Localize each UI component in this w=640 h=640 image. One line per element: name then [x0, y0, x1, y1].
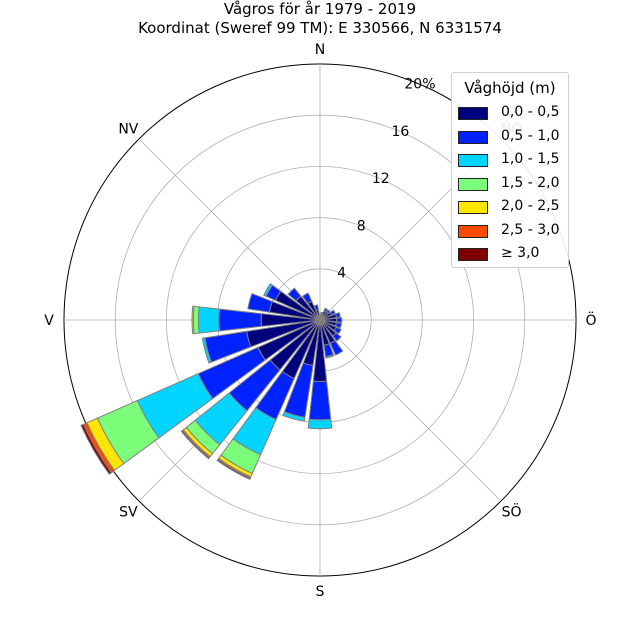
rose-bar-segment: [333, 326, 342, 335]
rose-bar-segment: [329, 339, 344, 356]
direction-label: S: [316, 584, 325, 600]
direction-label: SV: [119, 505, 138, 521]
radial-tick-label: 8: [357, 218, 366, 234]
rose-bar-segment: [197, 306, 221, 334]
rose-bar-segment: [263, 283, 274, 297]
legend-swatch: [458, 248, 488, 261]
rose-bar-segment: [247, 292, 273, 313]
rose-bar-segment: [287, 287, 302, 302]
direction-label: N: [315, 42, 325, 58]
rose-bar-segment: [308, 380, 332, 421]
legend-swatch: [458, 201, 488, 214]
legend-swatch: [458, 224, 488, 238]
radial-tick-label: 12: [372, 171, 390, 187]
rose-bar-segment: [218, 308, 263, 332]
rose-bar-segment: [334, 321, 343, 329]
rose-bar-segment: [282, 411, 306, 422]
legend-label: 2,5 - 3,0: [501, 221, 560, 238]
rose-bar-segment: [325, 353, 335, 359]
rose-bar-segment: [80, 423, 113, 475]
rose-bar-segment: [323, 307, 329, 313]
rose-bar-segment: [301, 292, 313, 305]
direction-label: SÖ: [502, 503, 522, 521]
rose-bar-segment: [332, 332, 342, 342]
rose-bar-segment: [216, 458, 251, 480]
legend-label: 1,5 - 2,0: [501, 174, 560, 191]
radial-tick-label: 16: [391, 124, 409, 140]
rose-bar-segment: [191, 305, 195, 335]
rose-bar-segment: [313, 304, 320, 312]
direction-label: Ö: [585, 311, 596, 329]
legend-label: 0,5 - 1,0: [501, 127, 560, 144]
legend-swatch: [458, 177, 488, 191]
rose-bar-segment: [334, 311, 341, 319]
legend: Våghöjd (m) 0,0 - 0,5 0,5 - 1,0 1,0 - 1,5 1…: [451, 72, 569, 268]
legend-title: Våghöjd (m): [464, 79, 556, 97]
rose-bar-segment: [307, 418, 333, 430]
chart-subtitle: Koordinat (Sweref 99 TM): E 330566, N 63…: [138, 19, 502, 37]
legend-label: ≥ 3,0: [501, 245, 540, 261]
rose-bar-segment: [192, 305, 200, 335]
legend-swatch: [458, 130, 488, 144]
legend-label: 1,0 - 1,5: [501, 151, 560, 167]
radial-tick-label: 20%: [404, 76, 435, 92]
rose-bar-segment: [329, 309, 336, 316]
chart-title: Vågros för år 1979 - 2019: [223, 0, 417, 18]
direction-label: NV: [118, 121, 138, 137]
rose-bar-segment: [201, 337, 213, 364]
legend-label: 2,0 - 2,5: [501, 198, 560, 214]
direction-label: V: [44, 313, 54, 329]
rose-bar-segment: [335, 317, 343, 323]
radial-tick-label: 4: [337, 266, 346, 282]
angular-gridline: [138, 138, 321, 321]
rose-bar-segment: [180, 429, 211, 460]
rose-bar-segment: [325, 309, 331, 315]
legend-label: 0,0 - 0,5: [501, 104, 560, 120]
legend-swatch: [458, 154, 488, 167]
angular-gridline: [319, 319, 502, 502]
legend-swatch: [458, 107, 488, 120]
